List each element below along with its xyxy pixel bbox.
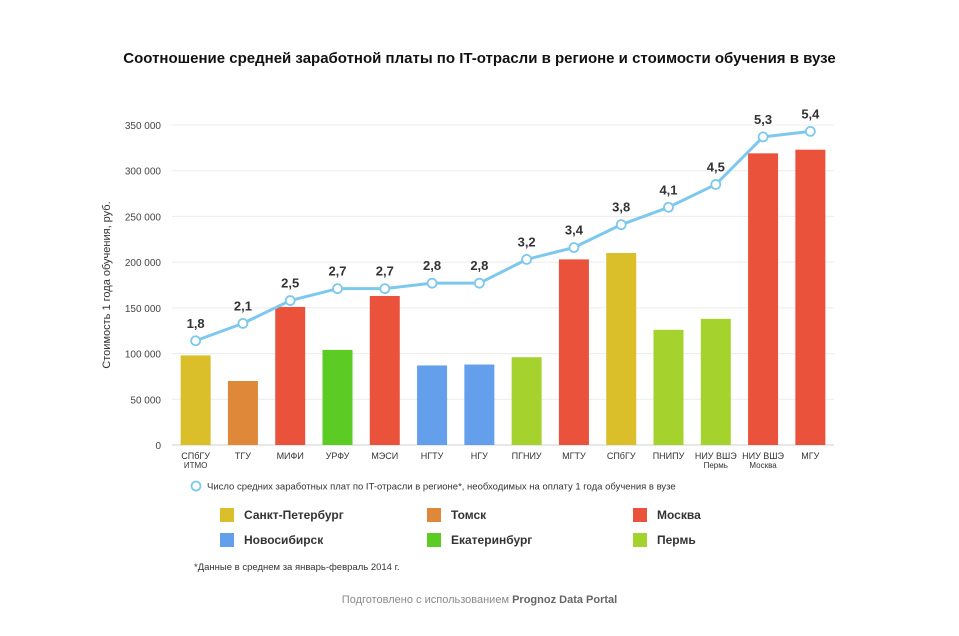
data-label: 3,2: [518, 234, 536, 249]
line-point: [473, 277, 485, 289]
x-tick-label: НИУ ВШЭ: [695, 451, 737, 461]
legend-label: Екатеринбург: [451, 533, 532, 547]
data-label: 2,7: [328, 264, 346, 279]
x-tick-label: МЭСИ: [371, 451, 398, 461]
x-tick-label: СПбГУ: [181, 451, 210, 461]
bar: [748, 153, 779, 446]
y-tick-label: 50 000: [130, 395, 161, 406]
line-point: [332, 283, 343, 295]
line-point: [804, 125, 816, 137]
bar: [606, 253, 637, 445]
x-tick-label: ПНИПУ: [653, 451, 685, 461]
data-label: 5,4: [801, 106, 820, 121]
data-label: 2,7: [376, 264, 394, 279]
line-point: [615, 219, 627, 231]
legend-swatch: [220, 508, 234, 522]
x-tick-label: ПГНИУ: [512, 451, 542, 461]
x-tick-label: ИТМО: [184, 461, 208, 470]
data-label: 3,4: [565, 223, 584, 238]
x-tick-label: МГУ: [801, 451, 819, 461]
data-label: 5,3: [754, 112, 772, 127]
y-tick-label: 150 000: [125, 304, 162, 315]
legend-swatch: [220, 533, 234, 547]
legend-label: Санкт-Петербург: [244, 508, 344, 522]
x-tick-label: Пермь: [704, 461, 728, 470]
data-label: 4,5: [707, 159, 725, 174]
bar: [275, 306, 306, 445]
legend-swatch: [427, 508, 441, 522]
footer: Подготовлено с использованием Prognoz Da…: [0, 594, 959, 606]
y-tick-label: 100 000: [125, 350, 162, 361]
y-tick-label: 0: [155, 441, 161, 452]
legend-label: Пермь: [657, 533, 696, 547]
x-tick-label: МГТУ: [562, 451, 586, 461]
bar: [558, 259, 589, 445]
line-point: [568, 242, 580, 253]
line-point: [757, 131, 769, 143]
line-point: [237, 317, 249, 329]
legend-label: Москва: [657, 508, 701, 522]
bar: [227, 381, 258, 445]
legend-swatch: [633, 508, 647, 522]
line-point: [284, 295, 296, 306]
y-tick-label: 250 000: [125, 212, 162, 223]
bar: [795, 149, 826, 445]
data-label: 3,8: [612, 200, 630, 215]
line-point: [426, 277, 438, 289]
y-axis-label: Стоимость 1 года обучения, руб.: [101, 201, 113, 368]
data-label: 2,5: [281, 276, 299, 291]
x-tick-label: СПбГУ: [607, 451, 636, 461]
data-label: 2,1: [234, 298, 252, 313]
bar: [322, 349, 353, 445]
series-line: [195, 129, 811, 343]
chart-title: Соотношение средней заработной платы по …: [123, 50, 836, 67]
x-tick-label: ТГУ: [235, 451, 251, 461]
bar: [180, 355, 211, 445]
bar: [464, 364, 495, 445]
line-point: [190, 335, 202, 347]
legend-label: Томск: [451, 508, 487, 522]
line-point: [710, 179, 722, 190]
legend-swatch: [633, 533, 647, 547]
legend-label: Новосибирск: [244, 533, 324, 547]
bar: [369, 295, 400, 445]
data-label: 2,8: [423, 258, 441, 273]
x-tick-label: НГТУ: [421, 451, 444, 461]
x-tick-label: НИУ ВШЭ: [742, 451, 784, 461]
data-label: 2,8: [470, 258, 488, 273]
x-tick-label: МИФИ: [277, 451, 304, 461]
data-label: 1,8: [187, 316, 205, 331]
bar: [511, 357, 542, 445]
y-tick-label: 300 000: [125, 167, 162, 178]
x-tick-label: Москва: [749, 461, 777, 470]
data-label: 4,1: [659, 182, 677, 197]
x-tick-label: УРФУ: [326, 451, 350, 461]
line-point: [379, 283, 391, 295]
line-point: [663, 201, 674, 213]
legend-line-marker: [190, 480, 202, 492]
legend-line-label: Число средних заработных плат по IT-отра…: [207, 482, 676, 493]
bar: [653, 329, 684, 445]
bar: [417, 365, 448, 445]
footnote: *Данные в среднем за январь-февраль 2014…: [194, 562, 400, 573]
bar: [700, 318, 731, 445]
line-point: [521, 253, 533, 265]
legend-swatch: [427, 533, 441, 547]
y-tick-label: 350 000: [125, 121, 162, 132]
y-tick-label: 200 000: [125, 258, 162, 269]
footer-prefix: Подготовлено с использованием: [341, 594, 513, 606]
x-tick-label: НГУ: [471, 451, 488, 461]
footer-brand: Prognoz Data Portal: [512, 594, 618, 606]
